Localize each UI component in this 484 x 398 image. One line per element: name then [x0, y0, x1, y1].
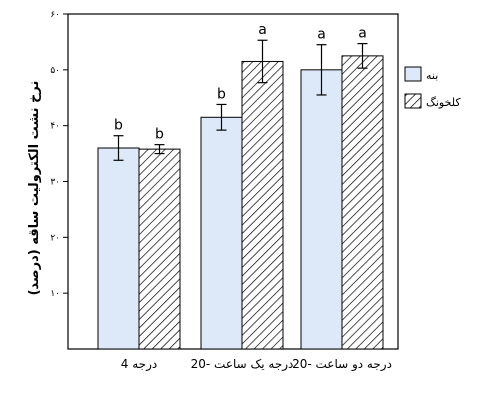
y-tick-label: ۱۰	[50, 289, 60, 299]
y-tick-label: ۶۰	[50, 10, 60, 20]
significance-letter: b	[217, 86, 226, 102]
bar-series-2	[241, 60, 284, 350]
significance-letter: a	[358, 26, 367, 42]
y-axis-title: نرخ نشت الکترولیت ساقه (درصد)	[27, 81, 42, 296]
y-tick-label: ۵۰	[50, 66, 60, 76]
legend: بنه کلخونگ	[404, 66, 461, 109]
y-tick-label: ۲۰	[50, 233, 60, 243]
x-category-label: 4 درجه	[121, 357, 157, 372]
significance-letter: b	[155, 127, 164, 143]
x-category-label: 20- درجه دو ساعت	[292, 357, 392, 372]
bar-series-2	[138, 148, 181, 350]
bar-series-1	[200, 116, 243, 350]
significance-letter: b	[114, 118, 123, 134]
legend-swatch-series-1	[404, 66, 422, 82]
y-tick-label: ۳۰	[50, 178, 60, 188]
bar-series-2	[341, 55, 384, 350]
legend-label-series-2: کلخونگ	[426, 96, 461, 109]
significance-letter: a	[258, 22, 267, 38]
legend-label-series-1: بنه	[426, 69, 438, 82]
y-tick-label: ۴۰	[50, 122, 60, 132]
plot-area: ۱۰ ۲۰ ۳۰ ۴۰ ۵۰ ۶۰ b b 4 درجه b a 20- درجه یک ساعت a a…	[50, 10, 399, 372]
bar-series-1	[97, 147, 140, 350]
bar-series-1	[300, 69, 343, 350]
x-category-label: 20- درجه یک ساعت	[191, 357, 294, 372]
significance-letter: a	[317, 27, 326, 43]
legend-swatch-series-2	[404, 93, 422, 109]
